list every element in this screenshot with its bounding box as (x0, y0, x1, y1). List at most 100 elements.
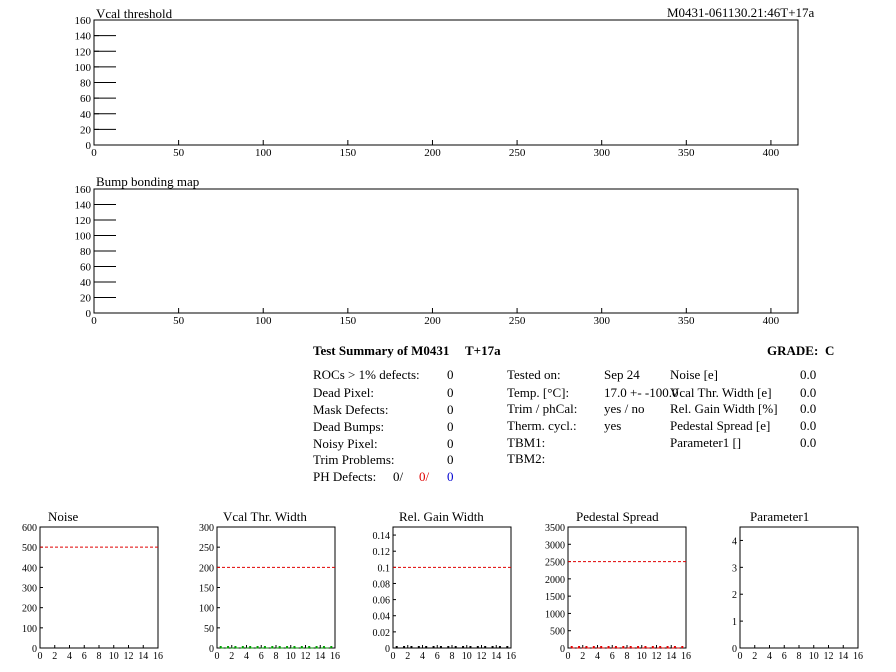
defect-label: Dead Pixel: (313, 385, 375, 400)
x-tick-label: 16 (330, 651, 340, 662)
data-point (417, 646, 420, 648)
x-tick-label: 6 (435, 651, 440, 662)
ph-defects-value-3: 0 (447, 469, 454, 484)
x-tick-label: 100 (255, 315, 272, 327)
data-point (447, 646, 450, 648)
x-tick-label: 350 (678, 315, 695, 327)
x-tick-label: 14 (838, 651, 848, 662)
data-point (484, 646, 487, 648)
y-tick-label: 0 (385, 644, 390, 655)
y-tick-label: 2000 (545, 575, 565, 586)
plot-frame (216, 526, 336, 649)
data-point (491, 646, 494, 648)
y-tick-label: 100 (75, 231, 92, 243)
data-point (315, 646, 318, 648)
ph-defects-label: PH Defects: (313, 469, 377, 484)
x-tick-label: 2 (52, 651, 57, 662)
y-tick-label: 80 (80, 78, 92, 90)
x-tick-label: 150 (340, 315, 357, 327)
y-tick-label: 100 (75, 62, 92, 74)
info-label: Trim / phCal: (507, 401, 578, 416)
x-tick-label: 8 (97, 651, 102, 662)
y-tick-label: 100 (22, 624, 37, 635)
param-value: 0.0 (800, 367, 817, 382)
data-point (600, 646, 603, 648)
x-tick-label: 100 (255, 147, 272, 159)
x-tick-label: 350 (678, 147, 695, 159)
y-tick-label: 500 (22, 543, 37, 554)
y-tick-label: 100 (199, 604, 214, 615)
param-label: Rel. Gain Width [%] (670, 401, 778, 416)
info-label: Tested on: (507, 367, 561, 382)
y-tick-label: 3500 (545, 523, 565, 534)
info-value: 17.0 +- -100.0 (604, 385, 679, 400)
x-tick-label: 6 (259, 651, 264, 662)
x-tick-label: 4 (767, 651, 772, 662)
data-point (607, 646, 610, 648)
defect-value: 0 (447, 367, 454, 382)
y-tick-label: 3 (732, 563, 737, 574)
x-tick-label: 50 (173, 315, 185, 327)
plot-frame (39, 526, 159, 649)
y-tick-label: 2500 (545, 558, 565, 569)
x-tick-label: 0 (738, 651, 743, 662)
x-tick-label: 4 (595, 651, 600, 662)
grade-value: C (825, 343, 835, 358)
data-point (300, 646, 303, 648)
param-label: Noise [e] (670, 367, 719, 382)
chart-title: Bump bonding map (96, 174, 199, 189)
y-tick-label: 0 (32, 644, 37, 655)
x-tick-label: 12 (301, 651, 311, 662)
y-tick-label: 0.12 (373, 547, 391, 558)
x-tick-label: 16 (681, 651, 691, 662)
data-point (469, 646, 472, 648)
chart-panel: Vcal threshold 0 50 100 150 200 250 300 350 400 0 2… (75, 6, 799, 159)
x-tick-label: 10 (462, 651, 472, 662)
y-tick-label: 80 (80, 246, 92, 258)
data-point (286, 646, 289, 648)
data-point (227, 646, 230, 648)
ph-defects-value-1: 0/ (393, 469, 404, 484)
x-tick-label: 400 (763, 315, 780, 327)
chart-title: Noise (48, 509, 79, 524)
x-tick-label: 0 (38, 651, 43, 662)
data-point (462, 646, 465, 648)
data-point (263, 646, 266, 648)
y-tick-label: 120 (75, 46, 92, 58)
y-tick-label: 20 (80, 293, 92, 305)
x-tick-label: 200 (424, 147, 441, 159)
data-point (585, 646, 588, 648)
data-point (644, 646, 647, 648)
x-tick-label: 10 (809, 651, 819, 662)
data-point (425, 646, 428, 648)
data-point (578, 646, 581, 648)
info-label: TBM2: (507, 451, 546, 466)
x-tick-label: 12 (124, 651, 134, 662)
data-point (330, 646, 333, 648)
x-tick-label: 0 (91, 315, 97, 327)
data-point (219, 646, 222, 648)
x-tick-label: 8 (797, 651, 802, 662)
summary-title: Test Summary of M0431 (313, 343, 450, 358)
grade-label: GRADE: (767, 343, 819, 358)
x-tick-label: 50 (173, 147, 185, 159)
data-point (308, 646, 311, 648)
x-tick-label: 200 (424, 315, 441, 327)
x-tick-label: 0 (91, 147, 97, 159)
y-tick-label: 0.14 (373, 531, 391, 542)
x-tick-label: 0 (215, 651, 220, 662)
data-point (629, 646, 632, 648)
chart-title: Rel. Gain Width (399, 509, 484, 524)
data-point (622, 646, 625, 648)
x-tick-label: 150 (340, 147, 357, 159)
x-tick-label: 250 (509, 315, 526, 327)
x-tick-label: 16 (853, 651, 863, 662)
y-tick-label: 600 (22, 523, 37, 534)
chart-title: Parameter1 (750, 509, 809, 524)
x-tick-label: 16 (153, 651, 163, 662)
y-tick-label: 1 (732, 617, 737, 628)
data-point (681, 646, 684, 648)
data-point (403, 646, 406, 648)
